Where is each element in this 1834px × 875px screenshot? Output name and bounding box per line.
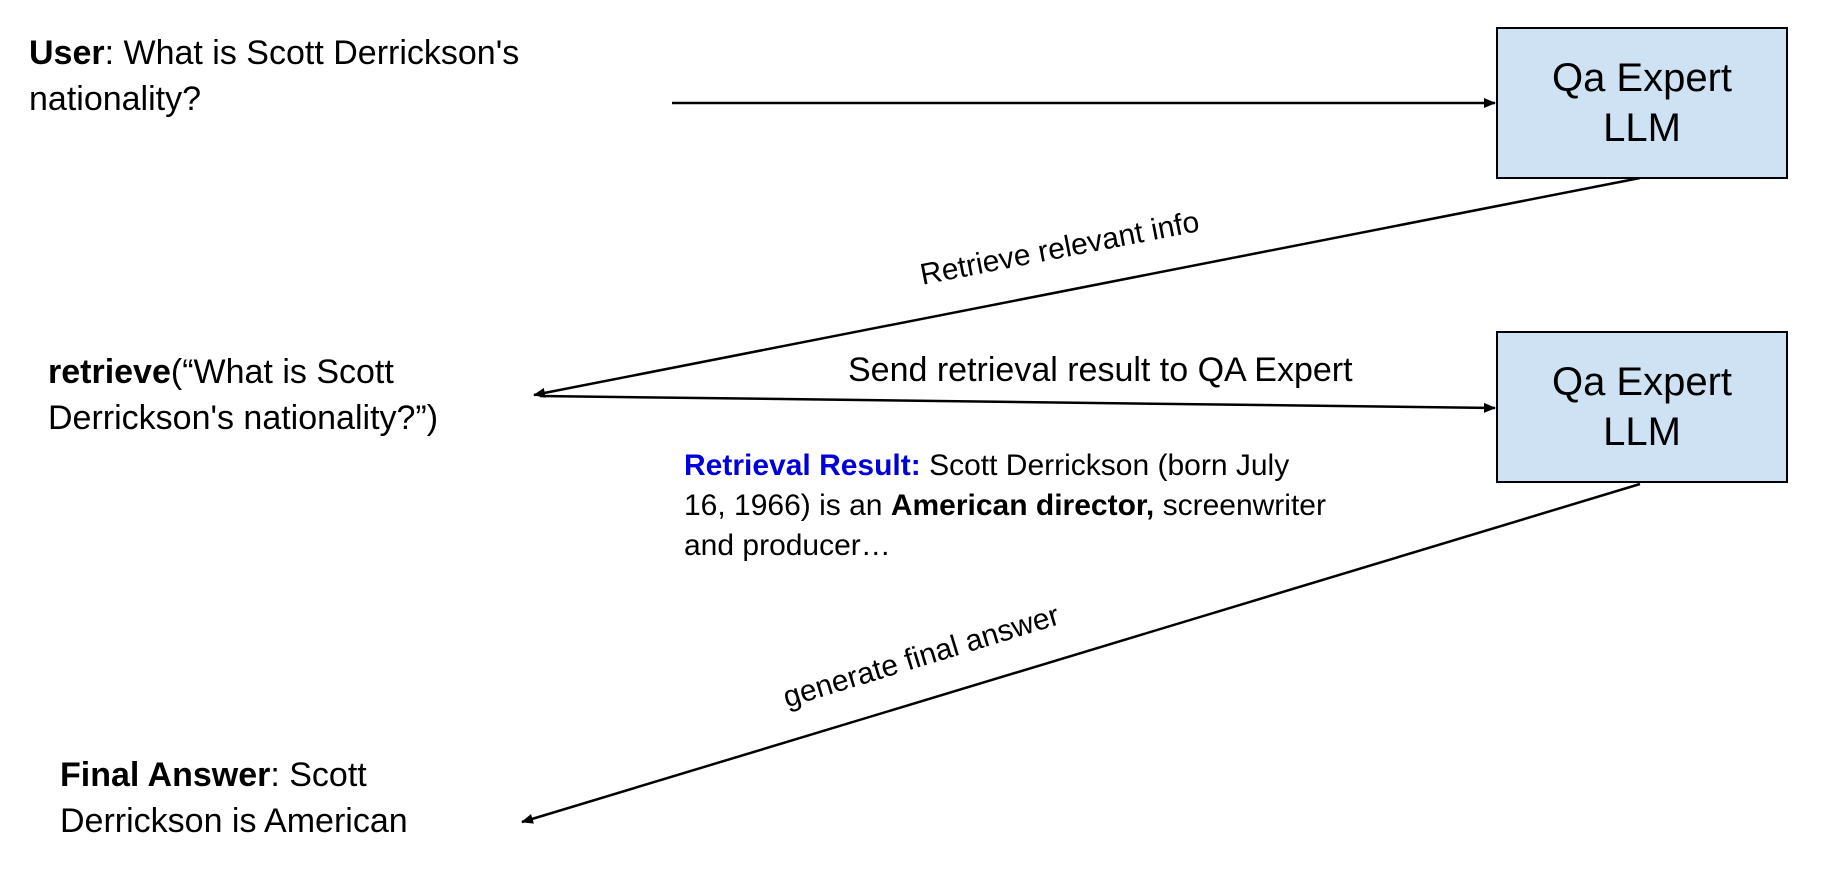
- final-answer-line1: : Scott: [270, 756, 367, 794]
- qa-expert-top-line2: LLM: [1603, 106, 1681, 150]
- retrieval-result-highlight: American director,: [890, 489, 1155, 522]
- qa-expert-bottom-line2: LLM: [1603, 410, 1681, 454]
- arrow-retrieve-to-expert: [539, 394, 1496, 413]
- arrow-expert-to-final-answer: [521, 482, 1641, 824]
- final-answer-text: Final Answer: Scott Derrickson is Americ…: [60, 752, 408, 844]
- qa-expert-top-line1: Qa Expert: [1551, 56, 1733, 100]
- retrieval-result-text-2: 16, 1966) is an: [684, 489, 891, 522]
- final-answer-line2: Derrickson is American: [60, 802, 408, 840]
- arrow-expert-to-retrieve: [533, 176, 1641, 398]
- qa-expert-bottom-line1: Qa Expert: [1551, 360, 1733, 404]
- retrieve-call-text: retrieve(“What is Scott Derrickson's nat…: [48, 349, 438, 441]
- retrieve-call-line1: (“What is Scott: [170, 353, 394, 391]
- retrieval-result-label: Retrieval Result:: [684, 449, 921, 482]
- retrieval-result-text-3: screenwriter: [1154, 489, 1326, 522]
- retrieve-call-line2: Derrickson's nationality?”): [48, 399, 439, 437]
- final-answer-label: Final Answer: [60, 756, 271, 794]
- user-query-line2: nationality?: [29, 80, 202, 118]
- user-label: User: [29, 34, 105, 72]
- retrieval-result-text-4: and producer…: [684, 529, 891, 562]
- retrieval-result-block: Retrieval Result: Scott Derrickson (born…: [684, 446, 1424, 566]
- qa-expert-node-top: Qa Expert LLM: [1496, 27, 1788, 179]
- user-query-text: User: What is Scott Derrickson's nationa…: [29, 30, 519, 122]
- edge-label-send-retrieval-result: Send retrieval result to QA Expert: [848, 351, 1353, 389]
- user-query-line1: : What is Scott Derrickson's: [104, 34, 520, 72]
- retrieve-function-name: retrieve: [48, 353, 171, 391]
- retrieval-result-text-1: Scott Derrickson (born July: [920, 449, 1290, 482]
- qa-expert-node-bottom: Qa Expert LLM: [1496, 331, 1788, 483]
